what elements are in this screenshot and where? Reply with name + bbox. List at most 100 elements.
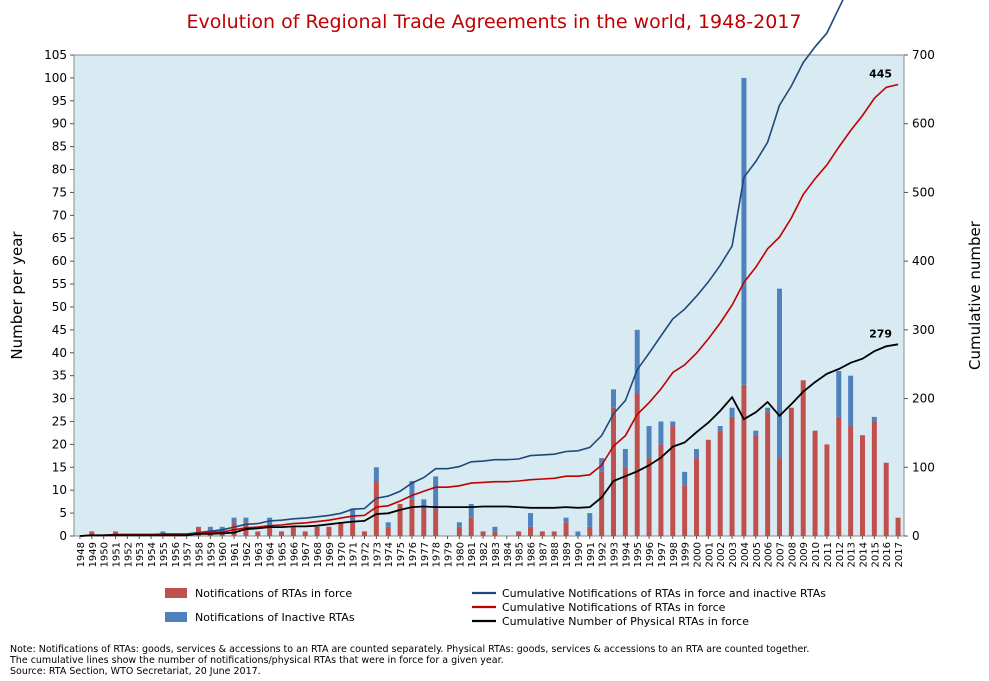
note-line-1: Note: Notifications of RTAs: goods, serv… [10, 644, 810, 655]
bar-in-force [658, 444, 664, 536]
x-tick-label: 1973 [372, 542, 383, 567]
left-tick-label: 90 [52, 117, 67, 131]
x-tick-label: 1989 [562, 542, 573, 567]
x-tick-label: 1985 [515, 542, 526, 567]
x-tick-label: 1991 [586, 542, 597, 567]
line-cumulative-in-force [79, 83, 899, 537]
bar-in-force [362, 531, 367, 536]
bar-in-force [480, 531, 486, 536]
x-tick-label: 1979 [444, 542, 455, 567]
x-tick-label: 2014 [859, 542, 870, 567]
x-tick-label: 2007 [776, 542, 787, 567]
x-tick-label: 1998 [669, 542, 680, 567]
bar-in-force [290, 526, 296, 536]
bar-inactive [634, 329, 640, 394]
x-tick-label: 1972 [361, 542, 372, 567]
bar-in-force [824, 444, 830, 536]
left-tick-label: 85 [52, 140, 67, 154]
x-tick-label: 1969 [325, 542, 336, 567]
x-tick-label: 1992 [598, 542, 609, 567]
x-tick-label: 1954 [147, 542, 158, 567]
bar-inactive [848, 375, 854, 427]
x-tick-label: 1995 [633, 542, 644, 567]
x-tick-label: 1986 [527, 542, 538, 567]
bar-inactive [385, 522, 391, 527]
x-tick-label: 1959 [206, 542, 217, 567]
bar-in-force [350, 522, 356, 536]
bar-inactive [765, 407, 771, 413]
bar-inactive [694, 448, 699, 459]
bar-inactive [646, 426, 652, 459]
left-tick-label: 70 [52, 208, 67, 222]
left-tick-label: 95 [52, 94, 67, 108]
x-tick-label: 1964 [266, 542, 277, 567]
x-tick-label: 1983 [491, 542, 502, 567]
bar-in-force [563, 522, 569, 536]
left-tick-label: 105 [44, 48, 67, 62]
bar-inactive [871, 416, 877, 422]
bar-in-force [302, 531, 308, 536]
x-tick-label: 2009 [799, 542, 810, 567]
bar-in-force [551, 531, 557, 536]
line-end-label: 445 [869, 68, 892, 81]
bar-in-force [800, 380, 806, 536]
left-tick-label: 10 [52, 483, 67, 497]
bar-in-force [539, 531, 545, 536]
x-tick-label: 1957 [183, 542, 194, 567]
bar-in-force [705, 439, 711, 536]
x-tick-label: 2002 [716, 542, 727, 567]
x-tick-label: 1976 [408, 542, 419, 567]
x-tick-label: 2017 [894, 542, 905, 567]
left-tick-label: 40 [52, 346, 67, 360]
x-tick-label: 1993 [610, 542, 621, 567]
bar-in-force [765, 412, 771, 536]
bar-in-force [113, 531, 118, 536]
bar-inactive [658, 421, 664, 445]
x-tick-label: 1970 [337, 542, 348, 567]
x-tick-label: 1977 [420, 542, 431, 567]
x-tick-label: 1967 [301, 542, 312, 567]
bar-in-force [883, 462, 889, 536]
bar-in-force [279, 531, 284, 536]
right-tick-label: 100 [912, 460, 935, 474]
left-tick-label: 65 [52, 231, 67, 245]
x-tick-label: 1951 [112, 542, 123, 567]
bar-in-force [788, 407, 794, 536]
x-tick-label: 1971 [349, 542, 360, 567]
bar-in-force [634, 393, 640, 536]
x-tick-label: 1966 [289, 542, 300, 567]
bar-in-force [89, 531, 95, 536]
x-tick-label: 2003 [728, 542, 739, 567]
x-tick-label: 1956 [171, 542, 182, 567]
bar-inactive [492, 526, 498, 532]
x-tick-label: 1987 [538, 542, 549, 567]
legend: Notifications of RTAs in force Notificati… [165, 587, 826, 628]
bar-inactive [373, 467, 379, 482]
right-tick-label: 600 [912, 117, 935, 131]
x-tick-label: 1974 [384, 542, 395, 567]
x-tick-label: 2006 [764, 542, 775, 567]
x-tick-label: 1968 [313, 542, 324, 567]
x-tick-label: 2005 [752, 542, 763, 567]
bar-inactive [267, 517, 273, 527]
right-tick-label: 400 [912, 254, 935, 268]
bar-inactive [575, 531, 581, 536]
y2-axis-label: Cumulative number [966, 220, 984, 370]
bar-in-force [729, 416, 735, 536]
bar-inactive [836, 371, 842, 417]
bar-in-force [456, 526, 462, 536]
left-tick-label: 5 [59, 506, 67, 520]
x-tick-label: 2000 [693, 542, 704, 567]
bar-in-force [326, 526, 332, 536]
bar-inactive [528, 513, 533, 527]
legend-swatch-bar [165, 612, 187, 622]
bar-inactive [243, 517, 249, 523]
bar-in-force [682, 485, 688, 536]
bar-inactive [611, 389, 616, 408]
chart-title: Evolution of Regional Trade Agreements i… [186, 11, 801, 33]
right-tick-label: 200 [912, 392, 935, 406]
left-tick-label: 15 [52, 460, 67, 474]
bar-in-force [421, 508, 427, 536]
line-cumulative-all [79, 0, 844, 537]
bar-in-force [528, 526, 533, 536]
